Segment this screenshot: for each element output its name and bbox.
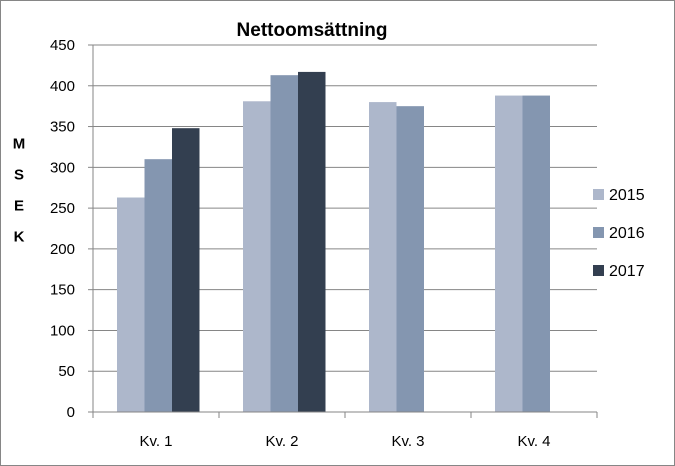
chart-title: Nettoomsättning [237,20,388,41]
bars [117,71,550,413]
x-tick-label: Kv. 4 [517,433,550,450]
y-axis-label-letter: E [14,198,24,215]
bar-2015-1 [117,197,145,412]
legend-label-2016: 2016 [609,225,645,242]
y-tick-label: 200 [50,241,75,258]
x-tick-label: Kv. 1 [139,433,172,450]
legend-swatch-2017 [593,265,604,276]
bar-2016-3 [396,106,424,413]
legend: 2015 2016 2017 [593,187,645,280]
bar-2017-2 [298,71,326,412]
y-tick-label: 450 [50,37,75,54]
legend-swatch-2015 [593,189,604,200]
y-axis-label-letter: K [14,229,25,246]
bar-2017-1 [172,128,200,412]
y-tick-label: 300 [50,159,75,176]
y-axis-ticks: 0 50 100 150 200 250 300 350 400 450 [50,37,93,421]
bar-2016-4 [522,95,550,412]
y-tick-label: 100 [50,322,75,339]
x-axis-ticks: Kv. 1 Kv. 2 Kv. 3 Kv. 4 [92,412,598,450]
legend-label-2015: 2015 [609,187,645,204]
y-tick-label: 250 [50,200,75,217]
bar-2015-3 [369,102,397,412]
y-axis-label-letter: M [13,136,26,153]
y-tick-label: 0 [67,404,75,421]
legend-swatch-2016 [593,227,604,238]
x-tick-label: Kv. 2 [265,433,298,450]
bar-2016-2 [270,75,298,413]
bar-2016-1 [144,159,172,412]
y-axis-label-letter: S [14,167,24,184]
legend-label-2017: 2017 [609,263,645,280]
y-tick-label: 350 [50,119,75,136]
bar-2015-2 [243,101,271,413]
y-tick-label: 400 [50,78,75,95]
bar-2015-4 [495,95,523,412]
x-tick-label: Kv. 3 [391,433,424,450]
y-tick-label: 150 [50,282,75,299]
y-tick-label: 50 [58,363,75,380]
